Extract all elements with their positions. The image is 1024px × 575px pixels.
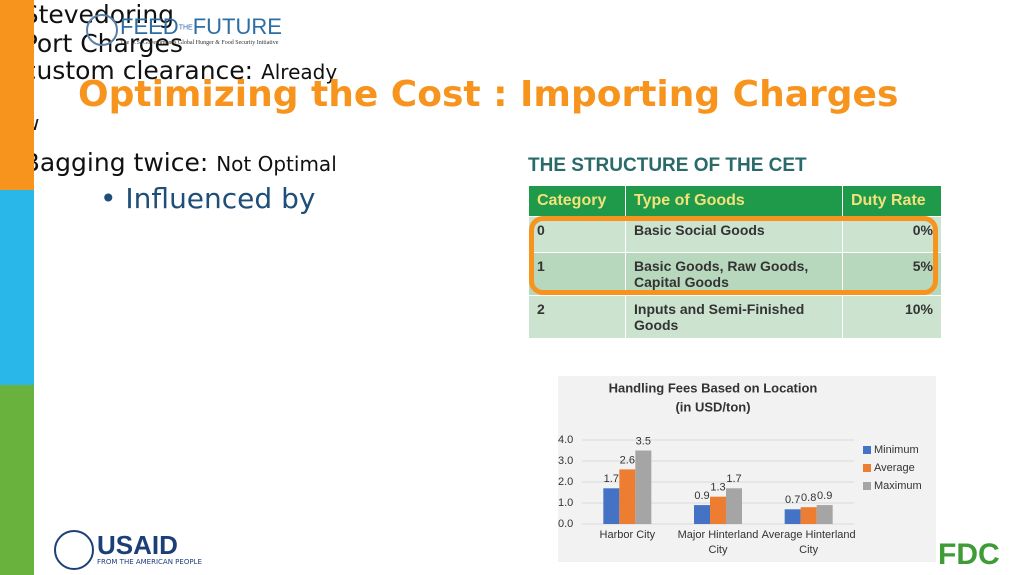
- bar: [816, 505, 833, 524]
- bar: [619, 469, 636, 524]
- usaid-tagline: FROM THE AMERICAN PEOPLE: [97, 558, 202, 566]
- logo: FEEDTHEFUTURE: [120, 14, 282, 40]
- slide-title: Optimizing the Cost : Importing Charges: [78, 74, 899, 115]
- x-tick-label: Major Hinterland City: [677, 529, 759, 556]
- bullet-text: custom clearance:: [22, 56, 254, 85]
- table-cell: Inputs and Semi-Finished Goods: [625, 295, 843, 339]
- x-tick-label: Average Hinterland City: [761, 529, 856, 556]
- usaid-logo: USAID: [97, 530, 178, 560]
- strip-orange: [0, 0, 34, 190]
- bar: [784, 509, 801, 524]
- data-label: 1.7: [604, 473, 619, 485]
- bar: [635, 450, 652, 524]
- data-label: 0.9: [694, 490, 709, 502]
- legend-label: Maximum: [874, 480, 922, 492]
- table-header: Duty Rate: [842, 185, 942, 217]
- chart-title: Handling Fees Based on Location: [609, 380, 818, 395]
- table-cell: Basic Social Goods: [625, 216, 843, 253]
- bullet-note: Not Optimal: [216, 152, 337, 176]
- y-tick-label: 3.0: [558, 455, 573, 467]
- table-cell: 10%: [842, 295, 942, 339]
- bullet: • Influenced by: [100, 182, 316, 215]
- data-label: 0.9: [817, 490, 832, 502]
- bar: [800, 507, 817, 524]
- data-label: 0.7: [785, 494, 800, 506]
- y-tick-label: 1.0: [558, 497, 573, 509]
- y-tick-label: 0.0: [558, 518, 573, 530]
- table-header: Category: [528, 185, 626, 217]
- data-label: 0.8: [801, 492, 816, 504]
- y-tick-label: 2.0: [558, 476, 573, 488]
- chart-subtitle: (in USD/ton): [675, 399, 750, 414]
- strip-blue: [0, 190, 34, 385]
- legend-label: Average: [874, 462, 915, 474]
- bar: [694, 505, 710, 524]
- data-label: 2.6: [620, 454, 635, 466]
- table-cell: 2: [528, 295, 626, 339]
- bar: [603, 488, 620, 524]
- highlight: [529, 216, 938, 295]
- logo-word: FUTURE: [192, 14, 282, 39]
- strip-green: [0, 385, 34, 575]
- chart: Handling Fees Based on Location (in USD/…: [558, 380, 922, 530]
- data-label: 1.7: [726, 473, 741, 485]
- legend-swatch: [863, 446, 871, 454]
- fdc-logo: FDC: [938, 538, 1000, 571]
- seal-icon: [86, 14, 118, 46]
- y-tick-label: 4.0: [558, 434, 573, 446]
- table-header: Type of Goods: [625, 185, 843, 217]
- table-cell: 1: [528, 252, 626, 296]
- legend-swatch: [863, 482, 871, 490]
- usaid-seal: [54, 530, 94, 570]
- logo-tagline: The U.S. Government's Global Hunger & Fo…: [120, 40, 279, 46]
- bar: [726, 488, 742, 524]
- bar: [710, 496, 726, 524]
- sub-bullet: • Bagging twice: Not Optimal: [0, 148, 1024, 177]
- logo-word: FEED: [120, 14, 179, 39]
- bullet-text: Influenced by: [125, 182, 316, 215]
- data-label: 3.5: [636, 435, 651, 447]
- table-title: THE STRUCTURE OF THE CET: [528, 155, 807, 176]
- legend-swatch: [863, 464, 871, 472]
- bullet-text: Bagging twice:: [22, 148, 209, 177]
- logo-small: THE: [178, 24, 193, 32]
- x-tick-label: Harbor City: [599, 529, 656, 541]
- chart-panel: Handling Fees Based on Location (in USD/…: [558, 376, 936, 562]
- legend-label: Minimum: [874, 444, 919, 456]
- data-label: 1.3: [710, 482, 725, 494]
- table-cell: Basic Goods, Raw Goods, Capital Goods: [625, 252, 843, 296]
